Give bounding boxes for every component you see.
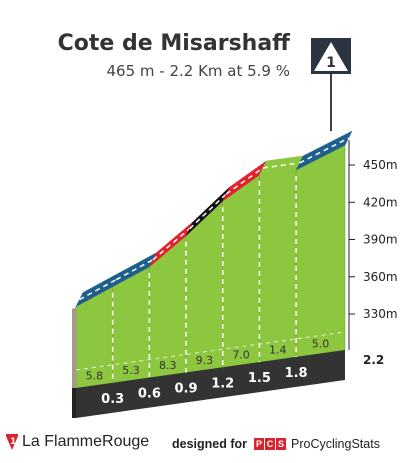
road-centerline-0: [79, 279, 117, 301]
designed-for-label: designed for: [172, 437, 248, 451]
profile-plot: 330m 360m 390m 420m 450m 5.8 5.3 8.3 9.3 7.0 1.4 5.…: [72, 130, 398, 418]
y-tick-label-2: 390m: [363, 233, 398, 247]
gradient-label-1: 5.3: [122, 364, 140, 377]
gradient-label-5: 1.4: [269, 344, 287, 357]
chart-subtitle: 465 m - 2.2 Km at 5.9 %: [106, 62, 290, 80]
distance-label-3: 1.2: [211, 376, 234, 391]
distance-label-4: 1.5: [248, 371, 271, 386]
distance-band: [76, 350, 345, 418]
pcs-letter-p: P: [254, 438, 265, 450]
designed-for-credit: designed for P C S ProCyclingStats: [172, 437, 380, 451]
distance-label-2: 0.9: [175, 381, 198, 396]
segment-face-6: [295, 144, 346, 358]
block-left-edge: [72, 308, 77, 388]
gradient-label-3: 9.3: [196, 354, 214, 367]
road-centerline-2: [152, 228, 191, 261]
total-distance-label: 2.2: [363, 353, 384, 367]
pcs-logo: P C S: [253, 438, 287, 450]
pcs-name: ProCyclingStats: [291, 437, 380, 451]
pcs-letter-c: C: [265, 438, 276, 450]
road-centerline-4: [225, 167, 264, 195]
distance-label-0: 0.3: [101, 392, 124, 407]
distance-band-side: [72, 388, 76, 418]
y-tick-label-3: 420m: [363, 195, 398, 209]
svg-text:1: 1: [10, 437, 16, 447]
road-centerline-1: [115, 259, 154, 281]
y-tick-label-4: 450m: [363, 158, 398, 172]
front-dashed-line: [75, 331, 346, 371]
road-centerline-6: [299, 137, 349, 164]
chart-title: Cote de Misarshaff: [58, 31, 292, 56]
y-tick-label-1: 360m: [363, 270, 398, 284]
gradient-label-4: 7.0: [232, 349, 250, 362]
la-flamme-rouge-logo: 1 La Flamme Rouge: [6, 433, 149, 451]
y-tick-label-0: 330m: [363, 307, 398, 321]
road-centerline-5: [262, 162, 300, 169]
mountain-triangle-icon: [314, 42, 348, 71]
gradient-label-0: 5.8: [86, 369, 104, 382]
gradient-label-2: 8.3: [159, 359, 177, 372]
pcs-letter-s: S: [276, 438, 287, 450]
brand-name: La Flamme: [22, 433, 103, 450]
gradient-label-6: 5.0: [312, 337, 330, 350]
distance-label-1: 0.6: [138, 387, 161, 402]
segment-face-4: [222, 174, 260, 368]
distance-label-5: 1.8: [285, 366, 308, 381]
flamme-rouge-icon: 1: [6, 434, 18, 450]
brand-accent: Rouge: [102, 433, 150, 450]
segment-face-5: [259, 169, 297, 363]
category-badge: 1: [311, 38, 351, 132]
category-number: 1: [326, 55, 336, 71]
